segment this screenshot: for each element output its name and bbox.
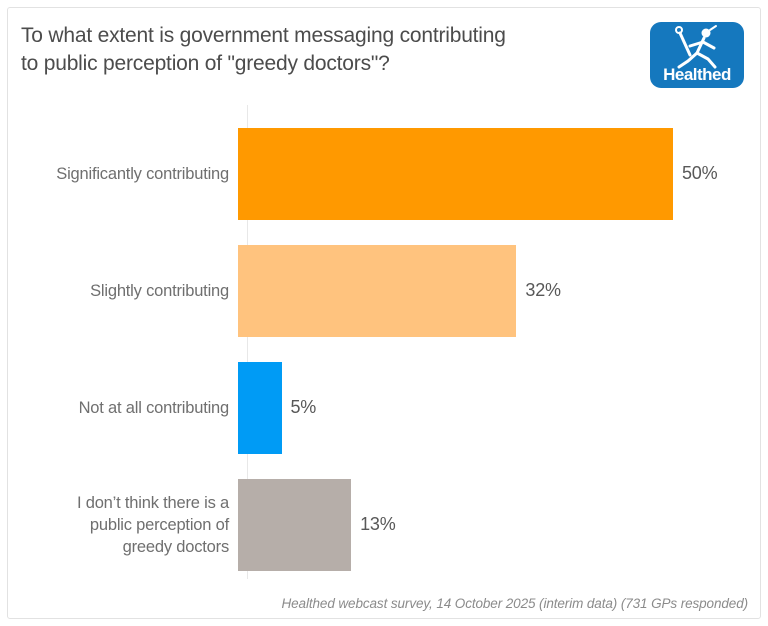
value-label: 50% [682,163,718,183]
value-label: 32% [525,280,561,300]
bar-row: Not at all contributing 5% [8,349,760,466]
chart-card: To what extent is government messaging c… [7,7,761,619]
logo-text: Healthed [663,65,731,84]
bar-row: Significantly contributing 50% [8,115,760,232]
axis-baseline [247,105,248,579]
source-caption: Healthed webcast survey, 14 October 2025… [281,596,749,611]
healthed-logo: Healthed [650,22,744,88]
value-label: 13% [360,514,396,534]
bar[interactable] [238,478,352,571]
bar-track: 32% [238,244,760,337]
bar-row: I don’t think there is a public percepti… [8,466,760,583]
bar-row: Slightly contributing 32% [8,232,760,349]
title-line-2: to public perception of "greedy doctors"… [21,52,390,75]
bar-chart: Significantly contributing 50% Slightly co… [8,115,760,583]
bar[interactable] [238,361,282,454]
value-label: 5% [290,397,317,417]
bar-track: 50% [238,127,760,220]
chart-header: To what extent is government messaging c… [21,22,752,100]
category-label: Significantly contributing [56,164,229,183]
category-label: Not at all contributing [78,398,230,417]
bar-track: 13% [238,478,760,571]
category-label: Slightly contributing [90,281,229,300]
bar-track: 5% [238,361,760,454]
mercury-caduceus-runner-icon [675,25,717,69]
category-label: I don’t think there is a public percepti… [76,493,229,556]
title-line-1: To what extent is government messaging c… [21,24,506,47]
bar[interactable] [238,127,673,220]
bar[interactable] [238,244,517,337]
page-title: To what extent is government messaging c… [21,22,752,78]
